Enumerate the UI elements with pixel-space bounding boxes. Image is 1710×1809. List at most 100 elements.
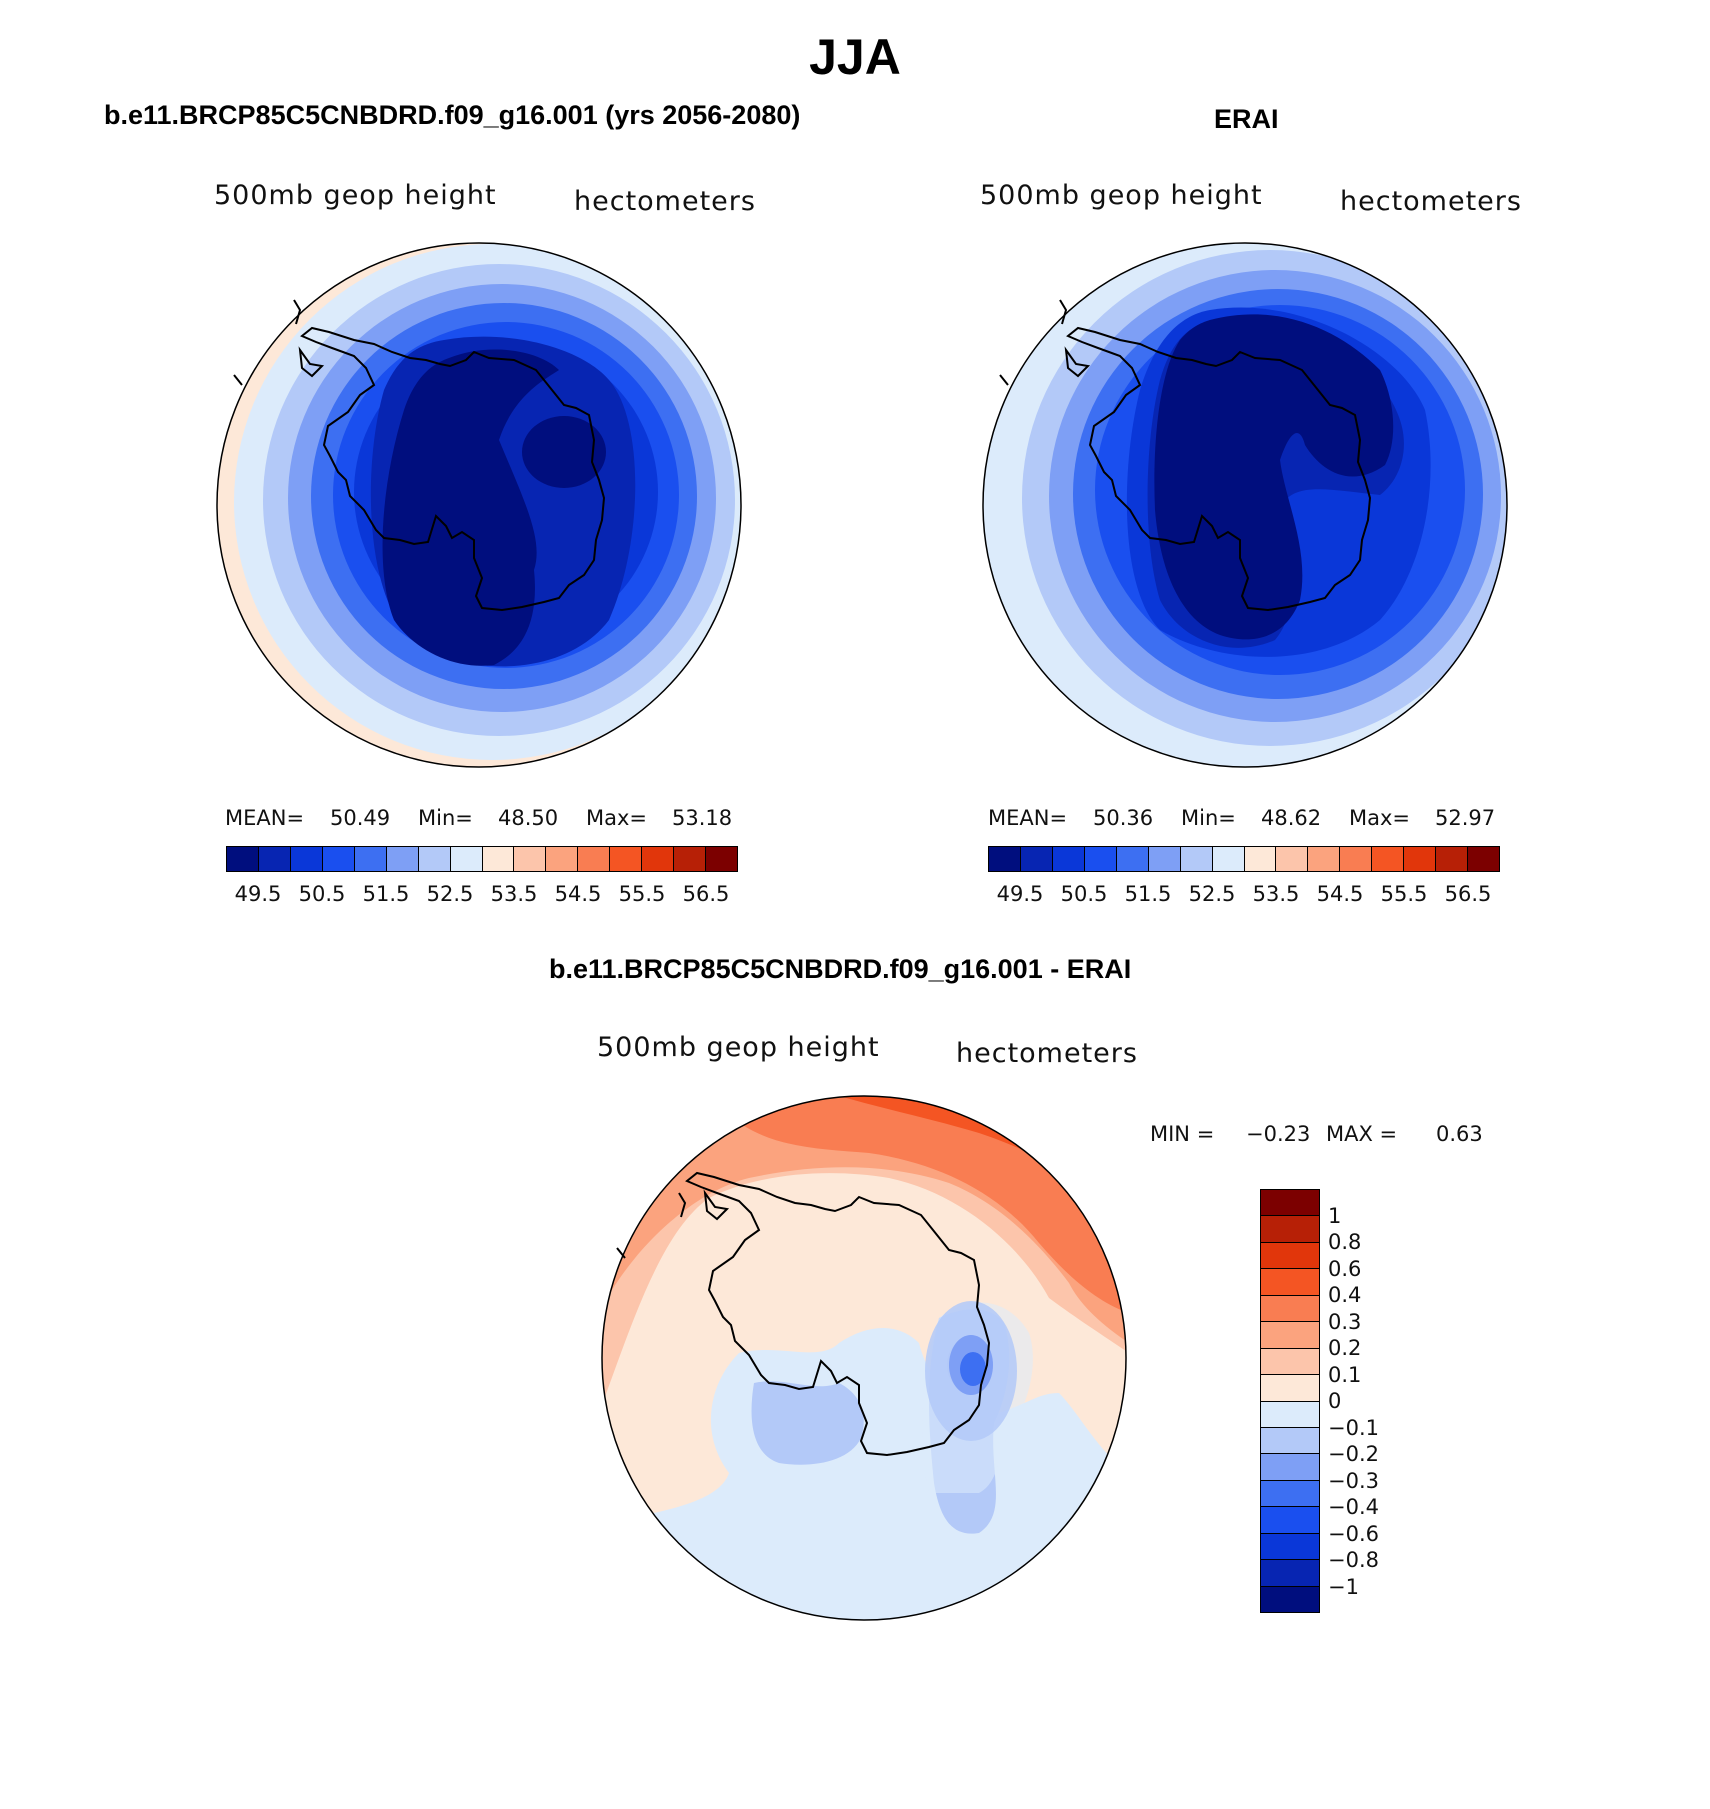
diff-colorbar: [1260, 1189, 1320, 1613]
diff-colorbar-swatch: [1261, 1401, 1319, 1428]
diff-colorbar-tick-label: 0.1: [1328, 1362, 1362, 1387]
obs-colorbar-ticks: 49.5 50.5 51.5 52.5 53.5 54.5 55.5 56.5: [988, 882, 1500, 908]
obs-colorbar-swatch: [1243, 847, 1276, 871]
model-colorbar-swatch: [417, 847, 450, 871]
model-colorbar-tick-label: 49.5: [234, 882, 282, 906]
obs-colorbar-swatch: [1019, 847, 1052, 871]
model-colorbar-swatch: [257, 847, 290, 871]
diff-colorbar-swatch: [1261, 1533, 1319, 1561]
obs-max-value: 52.97: [1435, 806, 1496, 830]
diff-colorbar-tick-label: −0.4: [1328, 1495, 1379, 1519]
diff-colorbar-tick-label: −0.3: [1328, 1468, 1379, 1493]
diff-colorbar-tick-label: 0.8: [1328, 1230, 1362, 1254]
diff-max-value: 0.63: [1436, 1122, 1483, 1146]
model-panel-title: b.e11.BRCP85C5CNBDRD.f09_g16.001 (yrs 20…: [104, 100, 801, 130]
model-min-value: 48.50: [498, 806, 559, 830]
model-colorbar-tick-label: 56.5: [682, 882, 730, 906]
diff-colorbar-swatch: [1261, 1480, 1319, 1508]
diff-min-label: MIN =: [1150, 1122, 1215, 1146]
model-colorbar-swatch: [481, 847, 514, 871]
diff-colorbar-swatch: [1261, 1375, 1319, 1402]
diff-panel-title: b.e11.BRCP85C5CNBDRD.f09_g16.001 - ERAI: [549, 954, 1132, 984]
diff-units-label: hectometers: [956, 1038, 1138, 1069]
diff-colorbar-swatch: [1261, 1295, 1319, 1323]
obs-colorbar-swatch: [1115, 847, 1148, 871]
diff-colorbar-swatch: [1261, 1242, 1319, 1270]
diff-colorbar-swatch: [1261, 1507, 1319, 1534]
diff-colorbar-tick-label: −0.2: [1328, 1442, 1379, 1466]
diff-colorbar-swatch: [1261, 1190, 1319, 1217]
diff-colorbar-swatch: [1261, 1322, 1319, 1349]
diff-colorbar-tick-label: 1: [1328, 1203, 1342, 1228]
model-max-label: Max=: [586, 806, 648, 830]
obs-colorbar-tick-label: 55.5: [1380, 882, 1428, 906]
diff-colorbar-swatch: [1261, 1560, 1319, 1587]
obs-colorbar-tick-label: 54.5: [1316, 882, 1364, 906]
diff-colorbar-tick-label: −0.6: [1328, 1521, 1379, 1546]
model-units-label: hectometers: [574, 186, 756, 217]
obs-units-label: hectometers: [1340, 186, 1522, 217]
model-mean-value: 50.49: [330, 806, 391, 830]
obs-colorbar-swatch: [1339, 847, 1372, 871]
obs-colorbar-swatch: [1403, 847, 1436, 871]
obs-colorbar-swatch: [1371, 847, 1404, 871]
figure-title: JJA: [809, 29, 901, 85]
obs-colorbar-swatch: [1051, 847, 1084, 871]
model-colorbar-swatch: [227, 847, 258, 871]
obs-min-value: 48.62: [1261, 806, 1322, 830]
obs-colorbar-tick-label: 49.5: [996, 882, 1044, 906]
model-mean-label: MEAN=: [225, 806, 305, 830]
obs-mean-label: MEAN=: [988, 806, 1068, 830]
model-variable-label: 500mb geop height: [214, 180, 497, 211]
model-colorbar-swatch: [609, 847, 642, 871]
model-colorbar-swatch: [705, 847, 737, 871]
obs-colorbar-swatch: [989, 847, 1020, 871]
diff-colorbar-tick-label: 0.6: [1328, 1256, 1362, 1281]
model-colorbar-swatch: [641, 847, 674, 871]
model-colorbar-swatch: [545, 847, 578, 871]
diff-colorbar-tick-label: −1: [1328, 1574, 1359, 1599]
obs-colorbar-swatch: [1147, 847, 1180, 871]
obs-colorbar-tick-label: 53.5: [1252, 882, 1300, 906]
model-colorbar: [226, 846, 738, 872]
diff-min-value: −0.23: [1246, 1122, 1311, 1146]
model-colorbar-swatch: [449, 847, 482, 871]
obs-colorbar-swatch: [1467, 847, 1499, 871]
model-colorbar-tick-label: 50.5: [298, 882, 346, 906]
diff-colorbar-tick-label: 0.3: [1328, 1309, 1362, 1334]
obs-panel-title: ERAI: [1214, 104, 1279, 134]
model-map: [216, 242, 742, 768]
model-colorbar-swatch: [577, 847, 610, 871]
obs-colorbar-swatch: [1275, 847, 1308, 871]
model-colorbar-swatch: [385, 847, 418, 871]
obs-mean-value: 50.36: [1093, 806, 1154, 830]
obs-colorbar-swatch: [1179, 847, 1212, 871]
obs-max-label: Max=: [1349, 806, 1411, 830]
model-colorbar-tick-label: 55.5: [618, 882, 666, 906]
model-colorbar-swatch: [513, 847, 546, 871]
diff-variable-label: 500mb geop height: [597, 1032, 880, 1063]
model-colorbar-swatch: [353, 847, 386, 871]
diff-colorbar-swatch: [1261, 1216, 1319, 1243]
diff-colorbar-tick-label: 0.2: [1328, 1336, 1362, 1360]
obs-map: [982, 242, 1508, 768]
model-colorbar-tick-label: 53.5: [490, 882, 538, 906]
obs-colorbar-tick-label: 51.5: [1124, 882, 1172, 906]
diff-colorbar-tick-label: 0.4: [1328, 1283, 1362, 1307]
model-min-label: Min=: [418, 806, 473, 830]
model-max-value: 53.18: [672, 806, 733, 830]
diff-colorbar-swatch: [1261, 1454, 1319, 1481]
obs-colorbar-swatch: [1083, 847, 1116, 871]
obs-colorbar-swatch: [1435, 847, 1468, 871]
diff-colorbar-tick-label: −0.8: [1328, 1548, 1379, 1572]
obs-colorbar-tick-label: 50.5: [1060, 882, 1108, 906]
diff-colorbar-tick-label: −0.1: [1328, 1415, 1379, 1440]
model-colorbar-swatch: [673, 847, 706, 871]
obs-colorbar-tick-label: 56.5: [1444, 882, 1492, 906]
diff-colorbar-swatch: [1261, 1427, 1319, 1455]
obs-variable-label: 500mb geop height: [980, 180, 1263, 211]
diff-colorbar-swatch: [1261, 1348, 1319, 1376]
model-colorbar-ticks: 49.5 50.5 51.5 52.5 53.5 54.5 55.5 56.5: [226, 882, 738, 908]
diff-colorbar-swatch: [1261, 1269, 1319, 1296]
obs-colorbar-swatch: [1211, 847, 1244, 871]
